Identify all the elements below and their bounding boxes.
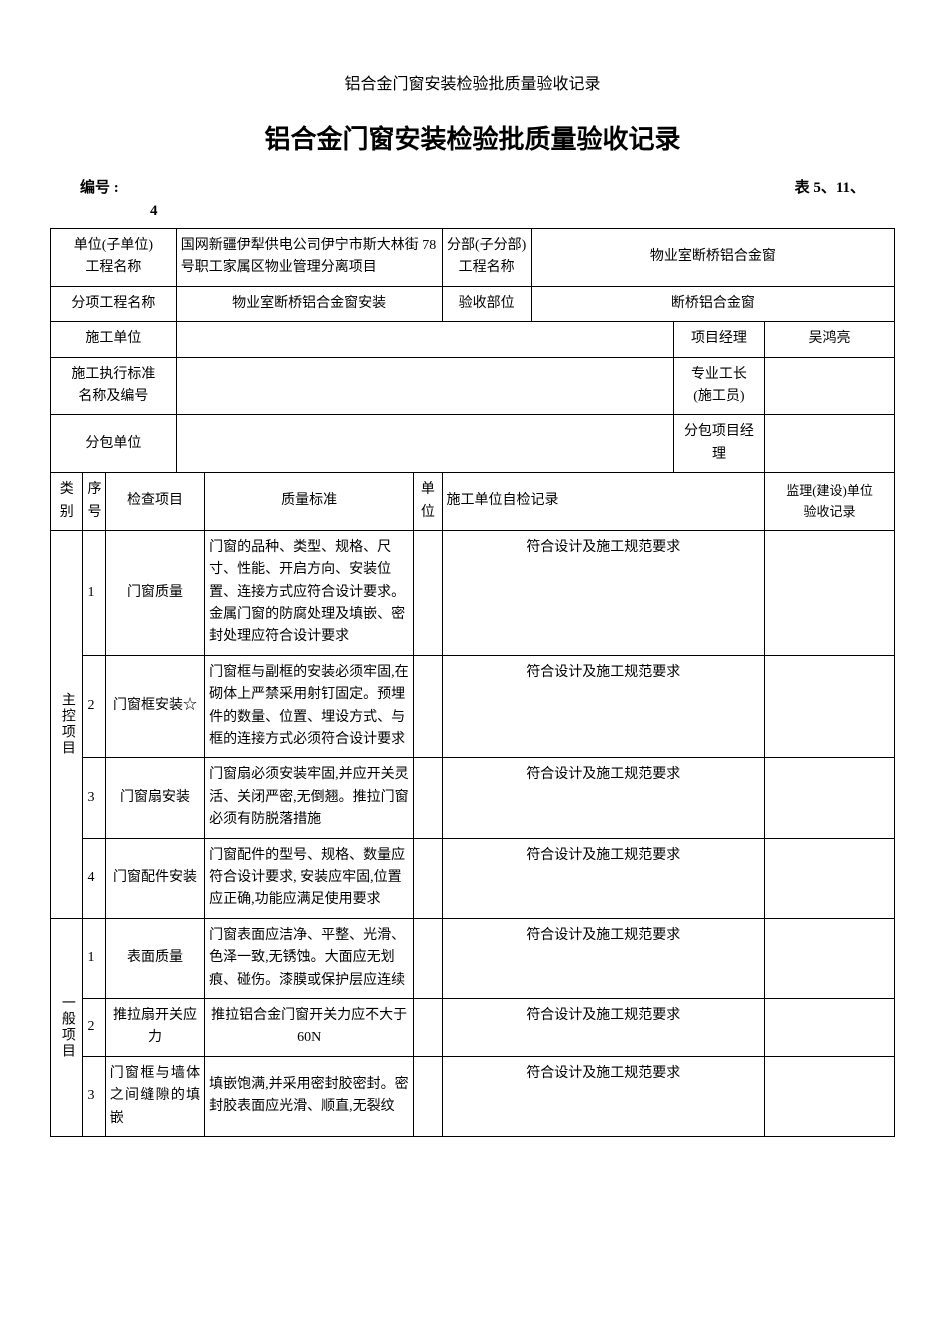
label-unit-project: 单位(子单位) 工程名称: [51, 229, 177, 287]
col-supervisor-record: 监理(建设)单位 验收记录: [765, 473, 895, 531]
row2-rec: 符合设计及施工规范要求: [442, 655, 765, 758]
row1-rec: 符合设计及施工规范要求: [442, 530, 765, 655]
row3-no: 3: [83, 758, 105, 838]
row5-no: 1: [83, 918, 105, 998]
col-check-item: 检查项目: [105, 473, 204, 531]
row4-unit: [414, 838, 442, 918]
group-main-control: 主控项目: [51, 530, 83, 918]
row7-supervisor: [765, 1056, 895, 1136]
row4-std: 门窗配件的型号、规格、数量应符合设计要求, 安装应牢固,位置应正确,功能应满足使…: [205, 838, 414, 918]
value-subcontract-unit: [176, 415, 673, 473]
row5-unit: [414, 918, 442, 998]
group-general: 一般项目: [51, 918, 83, 1136]
row6-supervisor: [765, 998, 895, 1056]
row7-unit: [414, 1056, 442, 1136]
row4-rec: 符合设计及施工规范要求: [442, 838, 765, 918]
row5-rec: 符合设计及施工规范要求: [442, 918, 765, 998]
row5-item: 表面质量: [105, 918, 204, 998]
row3-std: 门窗扇必须安装牢固,并应开关灵活、关闭严密,无倒翘。推拉门窗必须有防脱落措施: [205, 758, 414, 838]
page-subtitle: 铝合金门窗安装检验批质量验收记录: [50, 70, 895, 94]
value-project-manager: 吴鸿亮: [765, 322, 895, 357]
table-reference: 表 5、11、: [795, 176, 865, 197]
row3-item: 门窗扇安装: [105, 758, 204, 838]
row4-supervisor: [765, 838, 895, 918]
row2-supervisor: [765, 655, 895, 758]
acceptance-record-table: 单位(子单位) 工程名称 国网新疆伊犁供电公司伊宁市斯大林街 78 号职工家属区…: [50, 228, 895, 1137]
label-subitem-project: 分项工程名称: [51, 286, 177, 321]
value-construction-unit: [176, 322, 673, 357]
label-project-manager: 项目经理: [673, 322, 764, 357]
value-subitem-project: 物业室断桥铝合金窗安装: [176, 286, 442, 321]
row2-std: 门窗框与副框的安装必须牢固,在砌体上严禁采用射钉固定。预埋件的数量、位置、埋设方…: [205, 655, 414, 758]
page-title: 铝合金门窗安装检验批质量验收记录: [50, 119, 895, 156]
label-subcontract-unit: 分包单位: [51, 415, 177, 473]
row1-unit: [414, 530, 442, 655]
value-exec-standard: [176, 357, 673, 415]
label-exec-standard: 施工执行标准 名称及编号: [51, 357, 177, 415]
row3-unit: [414, 758, 442, 838]
value-division-project: 物业室断桥铝合金窗: [531, 229, 894, 287]
row1-no: 1: [83, 530, 105, 655]
row3-supervisor: [765, 758, 895, 838]
row5-supervisor: [765, 918, 895, 998]
row6-item: 推拉扇开关应力: [105, 998, 204, 1056]
label-division-project: 分部(子分部) 工程名称: [442, 229, 531, 287]
row6-no: 2: [83, 998, 105, 1056]
code-label: 编号 :: [80, 176, 119, 197]
row2-unit: [414, 655, 442, 758]
row7-rec: 符合设计及施工规范要求: [442, 1056, 765, 1136]
value-unit-project: 国网新疆伊犁供电公司伊宁市斯大林街 78 号职工家属区物业管理分离项目: [176, 229, 442, 287]
row1-supervisor: [765, 530, 895, 655]
row6-rec: 符合设计及施工规范要求: [442, 998, 765, 1056]
row2-no: 2: [83, 655, 105, 758]
label-construction-unit: 施工单位: [51, 322, 177, 357]
value-acceptance-part: 断桥铝合金窗: [531, 286, 894, 321]
col-self-record: 施工单位自检记录: [442, 473, 765, 531]
col-quality-std: 质量标准: [205, 473, 414, 531]
label-subcontract-pm: 分包项目经理: [673, 415, 764, 473]
row7-no: 3: [83, 1056, 105, 1136]
label-foreman: 专业工长 (施工员): [673, 357, 764, 415]
label-acceptance-part: 验收部位: [442, 286, 531, 321]
row7-item: 门窗框与墙体之间缝隙的填嵌: [105, 1056, 204, 1136]
row2-item: 门窗框安装☆: [105, 655, 204, 758]
value-foreman: [765, 357, 895, 415]
row6-unit: [414, 998, 442, 1056]
row7-std: 填嵌饱满,并采用密封胶密封。密封胶表面应光滑、顺直,无裂纹: [205, 1056, 414, 1136]
row1-item: 门窗质量: [105, 530, 204, 655]
row3-rec: 符合设计及施工规范要求: [442, 758, 765, 838]
col-category: 类别: [51, 473, 83, 531]
col-number: 序号: [83, 473, 105, 531]
value-subcontract-pm: [765, 415, 895, 473]
row1-std: 门窗的品种、类型、规格、尺寸、性能、开启方向、安装位置、连接方式应符合设计要求。…: [205, 530, 414, 655]
row6-std: 推拉铝合金门窗开关力应不大于 60N: [205, 998, 414, 1056]
row4-item: 门窗配件安装: [105, 838, 204, 918]
row5-std: 门窗表面应洁净、平整、光滑、色泽一致,无锈蚀。大面应无划痕、碰伤。漆膜或保护层应…: [205, 918, 414, 998]
row4-no: 4: [83, 838, 105, 918]
table-reference-suffix: 4: [50, 203, 895, 220]
col-unit: 单位: [414, 473, 442, 531]
